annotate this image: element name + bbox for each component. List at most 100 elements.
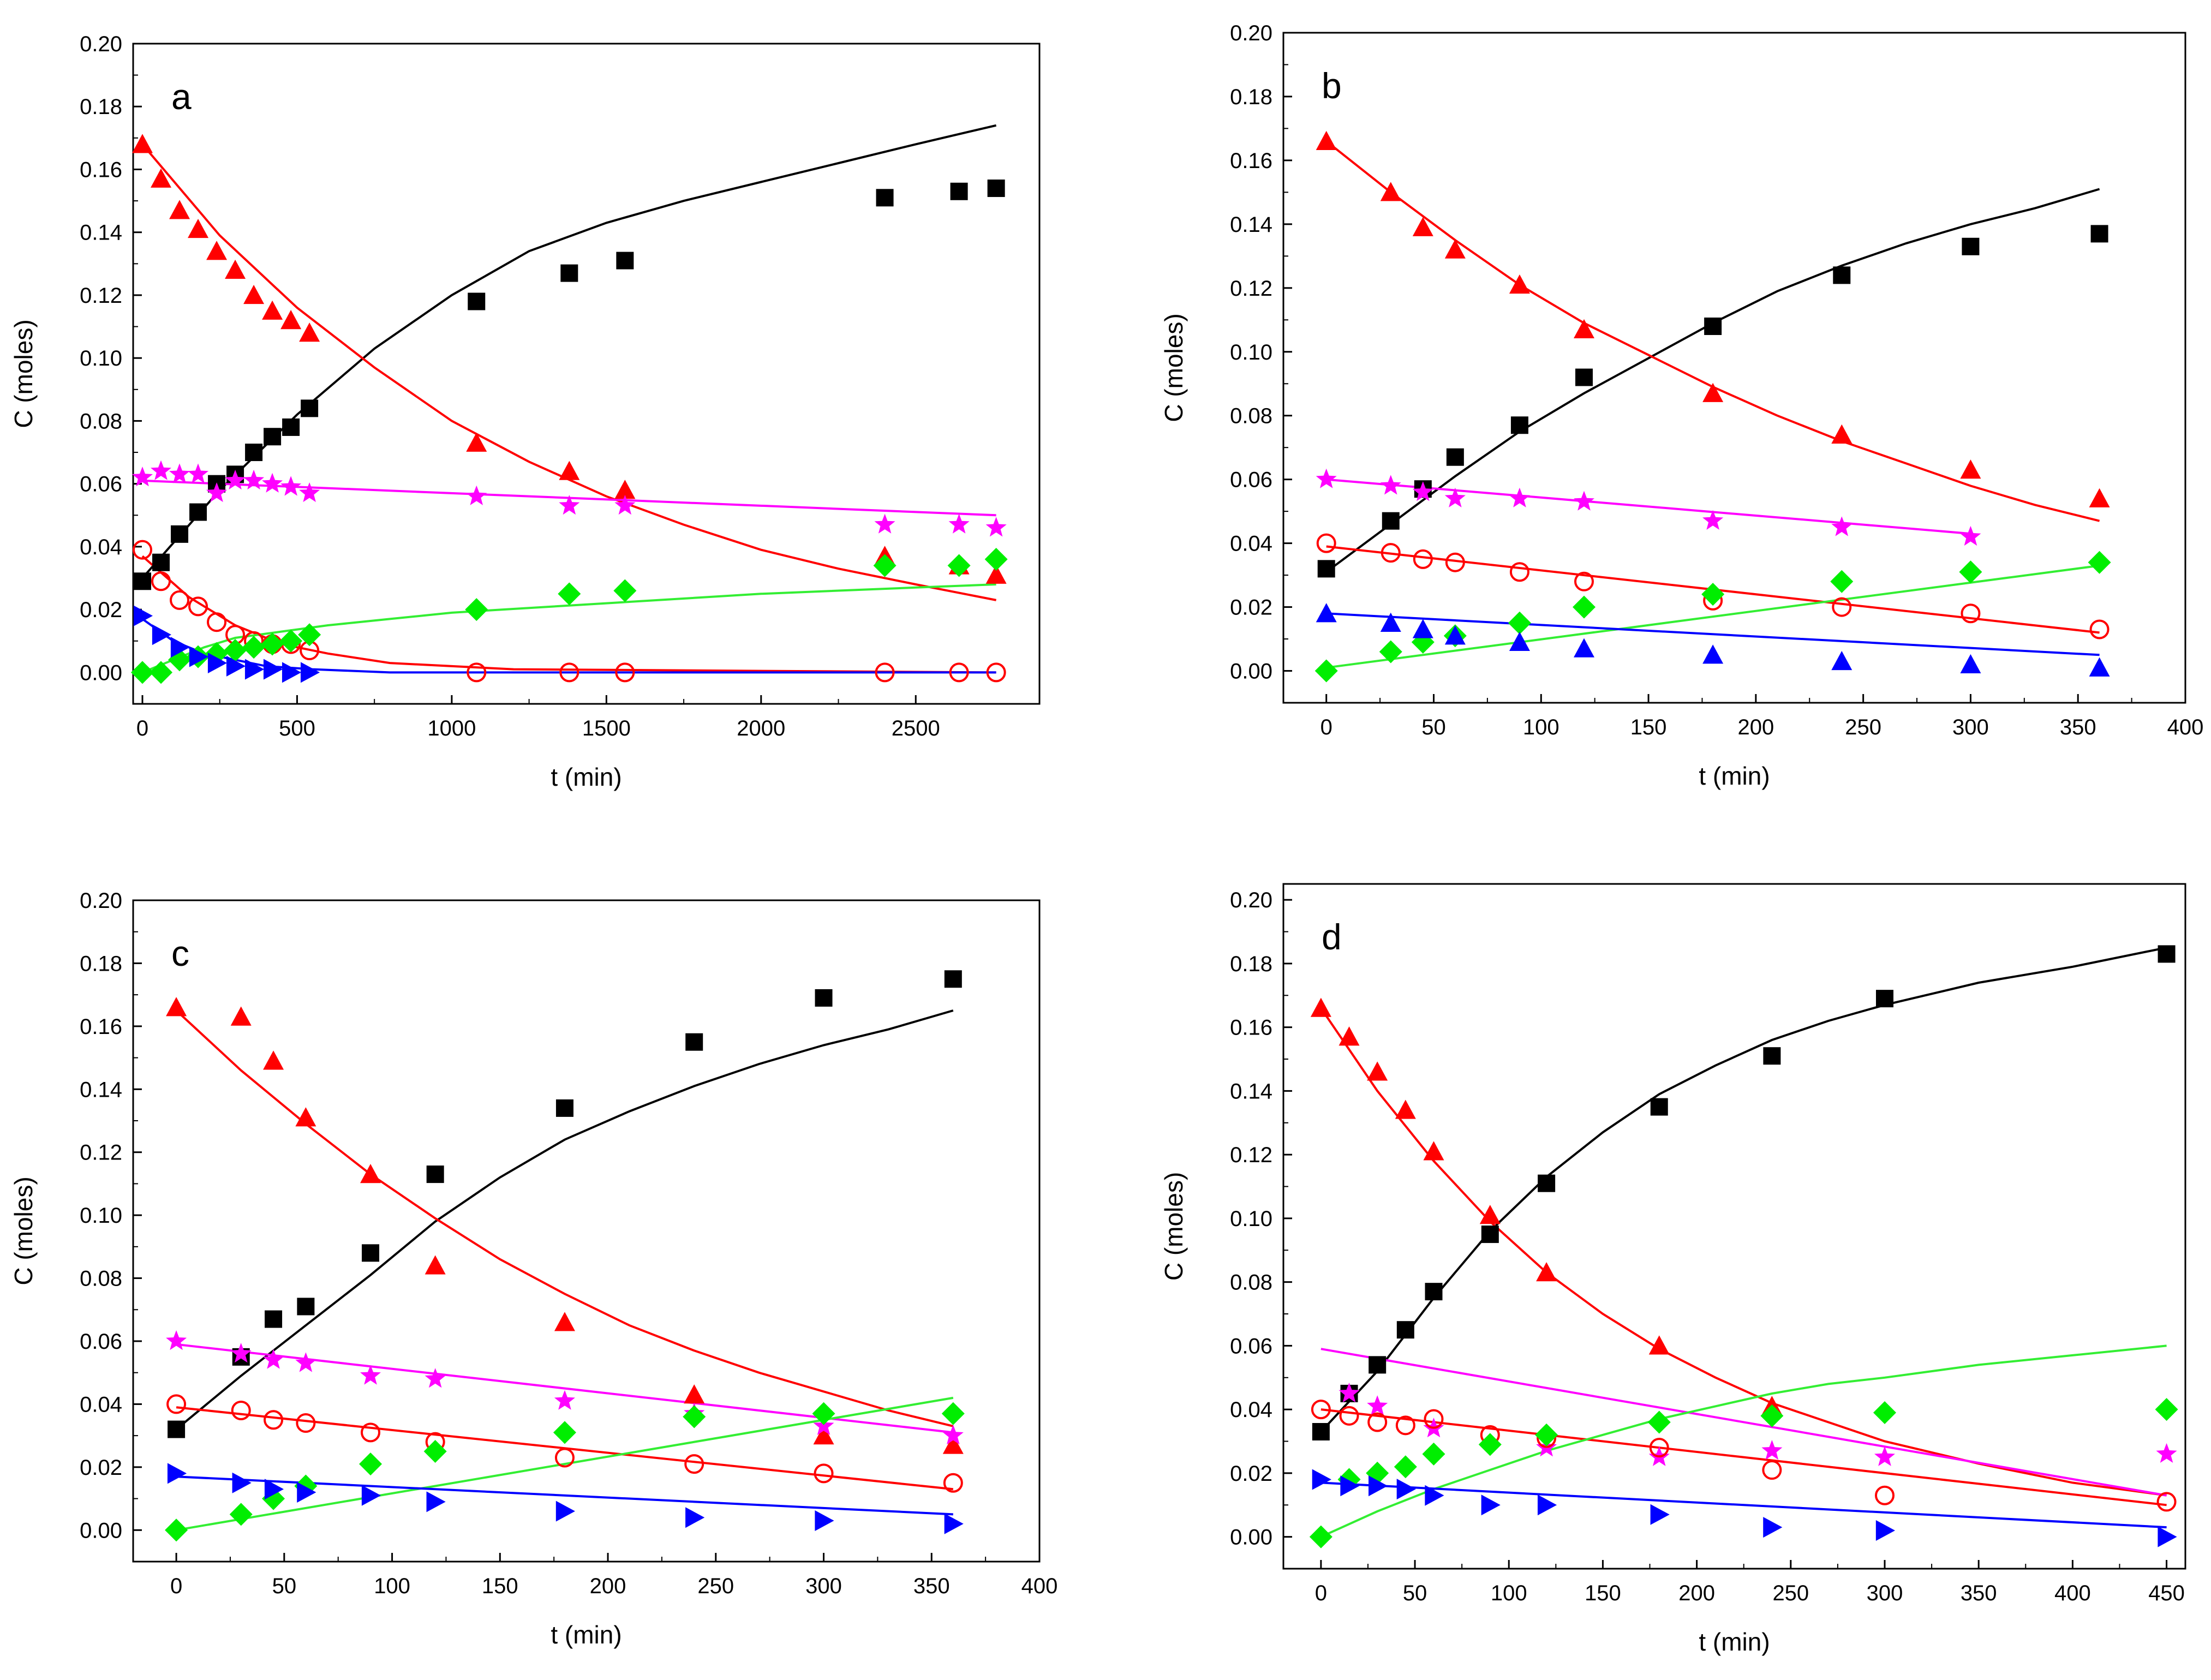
- x-tick-label: 250: [1772, 1581, 1809, 1605]
- y-axis-title: C (moles): [1160, 1172, 1188, 1281]
- x-tick-label: 50: [272, 1574, 297, 1598]
- data-point: [166, 1394, 187, 1414]
- data-point: [1369, 1356, 1387, 1374]
- y-tick-label: 0.16: [80, 1015, 122, 1039]
- data-point: [1509, 631, 1530, 651]
- chart-panel-d: 0.00 0.02 0.04 0.06 0.08 0.10 0.12 0.14 0.16 0.18…: [1160, 883, 2186, 1656]
- data-point: [152, 624, 172, 645]
- y-tick-label: 0.10: [1230, 1207, 1272, 1231]
- x-axis-title: t (min): [551, 1621, 622, 1649]
- data-point: [189, 646, 209, 667]
- y-tick-label: 0.06: [1230, 468, 1272, 492]
- data-point: [554, 1390, 575, 1410]
- x-tick-label: 350: [913, 1574, 950, 1598]
- series-blue-triangles: [133, 605, 320, 683]
- data-point: [1413, 549, 1433, 569]
- data-point: [1961, 603, 1981, 624]
- data-point: [559, 461, 580, 480]
- data-point: [1960, 459, 1981, 479]
- data-point: [207, 653, 228, 674]
- y-tick-label: 0.16: [80, 158, 122, 182]
- data-point: [1395, 1415, 1415, 1436]
- data-point: [206, 241, 228, 260]
- data-point: [559, 495, 580, 515]
- data-point: [1574, 571, 1594, 591]
- data-point: [1832, 597, 1852, 617]
- y-tick-label: 0.00: [80, 1518, 122, 1543]
- y-tick-label: 0.12: [80, 1141, 122, 1165]
- data-point: [280, 476, 302, 496]
- data-point: [560, 264, 578, 282]
- data-point: [1704, 317, 1722, 335]
- data-point: [226, 655, 246, 677]
- data-point: [426, 1491, 446, 1512]
- data-point: [1575, 368, 1593, 386]
- data-point: [1444, 487, 1466, 507]
- data-point: [466, 485, 487, 505]
- data-point: [942, 1425, 964, 1445]
- series-black-squares: [168, 970, 962, 1438]
- fit-line-red-open-fit: [1320, 1408, 2167, 1506]
- y-tick-label: 0.18: [80, 95, 122, 119]
- x-tick-label: 100: [1491, 1581, 1527, 1605]
- data-point: [1831, 650, 1853, 671]
- data-point: [1537, 1494, 1557, 1516]
- data-point: [1509, 274, 1530, 294]
- data-point: [1479, 1205, 1501, 1224]
- series-blue-triangles: [167, 1463, 964, 1534]
- data-point: [1369, 1475, 1388, 1497]
- data-point: [1649, 1438, 1669, 1458]
- data-point: [1830, 570, 1854, 593]
- x-tick-label: 0: [170, 1574, 182, 1598]
- data-point: [814, 1463, 834, 1484]
- data-point: [1395, 1099, 1416, 1119]
- data-point: [813, 1425, 834, 1445]
- panel-label: c: [171, 933, 189, 973]
- y-tick-label: 0.08: [80, 1267, 122, 1291]
- data-point: [984, 547, 1008, 571]
- data-point: [131, 661, 154, 684]
- data-point: [1960, 525, 1981, 546]
- series-black-squares: [1317, 225, 2108, 578]
- panel-label: b: [1322, 65, 1342, 106]
- data-point: [554, 1312, 575, 1331]
- data-point: [1445, 552, 1465, 572]
- data-point: [229, 1503, 253, 1526]
- data-point: [1833, 266, 1851, 284]
- data-point: [188, 596, 208, 617]
- data-point: [1396, 1479, 1416, 1500]
- series-blue-triangles: [1316, 603, 2110, 677]
- data-point: [555, 1099, 573, 1117]
- data-point: [1762, 1460, 1782, 1480]
- data-point: [1394, 1455, 1417, 1479]
- data-point: [1412, 217, 1433, 236]
- y-tick-label: 0.02: [1230, 1462, 1272, 1486]
- data-point: [242, 636, 266, 659]
- data-point: [685, 1033, 703, 1051]
- data-point: [1647, 1410, 1671, 1434]
- data-point: [207, 612, 227, 632]
- data-point: [1508, 611, 1531, 635]
- data-point: [1702, 510, 1724, 530]
- data-point: [950, 182, 968, 200]
- x-axis-title: t (min): [1699, 762, 1770, 790]
- x-tick-label: 450: [2148, 1581, 2185, 1605]
- data-point: [1425, 1485, 1444, 1506]
- data-point: [873, 554, 897, 577]
- data-point: [1380, 475, 1401, 495]
- data-point: [2156, 1492, 2177, 1512]
- y-tick-label: 0.02: [80, 598, 122, 622]
- data-point: [987, 180, 1005, 198]
- data-point: [171, 525, 189, 543]
- y-tick-label: 0.02: [1230, 596, 1272, 620]
- data-point: [230, 1343, 252, 1363]
- y-tick-label: 0.12: [1230, 1143, 1272, 1167]
- panel-label: a: [171, 76, 192, 117]
- data-point: [1510, 416, 1528, 434]
- data-point: [1412, 481, 1433, 501]
- data-point: [683, 1405, 706, 1428]
- data-point: [1763, 1517, 1783, 1538]
- data-point: [2158, 1526, 2177, 1547]
- data-point: [1396, 1321, 1414, 1339]
